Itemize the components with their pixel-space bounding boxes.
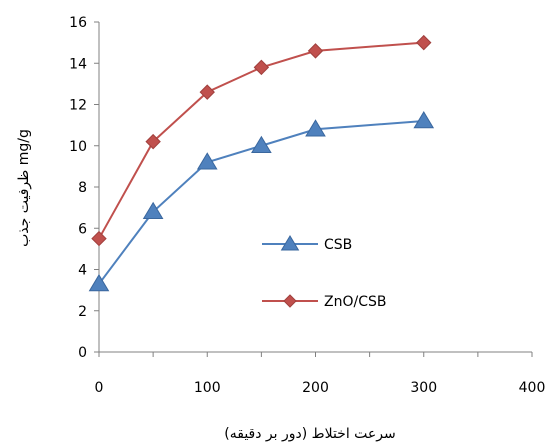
plot-area (88, 34, 435, 292)
data-point-zno-csb (199, 84, 215, 100)
x-tick-label: 200 (302, 380, 329, 396)
data-point-zno-csb (91, 230, 107, 247)
data-point-zno-csb (307, 43, 324, 59)
legend-label-zno-csb: ZnO/CSB (324, 294, 386, 310)
y-tick-label: 8 (78, 180, 87, 196)
series-line-csb (98, 120, 424, 285)
data-point-csb (251, 135, 272, 153)
tick-labels: 0 2 4 6 8 10 12 14 16 0 100 200 300 400 (69, 15, 545, 396)
data-point-csb (413, 111, 435, 129)
legend-marker-zno-csb (283, 294, 297, 308)
y-tick-label: 6 (78, 221, 87, 237)
legend: CSB ZnO/CSB (262, 235, 386, 310)
axes (94, 21, 533, 357)
series-csb (88, 111, 435, 292)
data-point-zno-csb (253, 59, 270, 76)
x-tick-label: 400 (519, 380, 546, 396)
legend-item-zno-csb: ZnO/CSB (262, 294, 386, 310)
legend-marker-csb (280, 235, 300, 251)
x-axis-label: سرعت اختلاط (دور بر دقیقه) (224, 426, 395, 442)
data-point-csb (196, 152, 218, 170)
data-point-csb (88, 273, 110, 292)
y-tick-label: 12 (69, 98, 87, 114)
y-tick-label: 4 (78, 263, 87, 279)
x-tick-label: 300 (410, 380, 437, 396)
x-tick-label: 0 (95, 380, 104, 396)
x-tick-label: 100 (194, 380, 221, 396)
data-point-zno-csb (416, 34, 432, 51)
series-line-zno-csb (98, 41, 424, 240)
data-point-csb (142, 201, 164, 219)
y-tick-label: 10 (69, 139, 87, 155)
y-tick-label: 16 (69, 15, 87, 31)
y-tick-label: 14 (69, 56, 87, 72)
series-zno-csb (91, 34, 432, 247)
data-point-zno-csb (145, 133, 161, 150)
y-tick-label: 0 (78, 345, 87, 361)
data-point-csb (305, 119, 326, 137)
legend-label-csb: CSB (324, 237, 352, 253)
legend-item-csb: CSB (262, 235, 352, 253)
y-axis-label: ظرفیت جذب mg/g (16, 129, 32, 247)
y-tick-label: 2 (78, 304, 87, 320)
